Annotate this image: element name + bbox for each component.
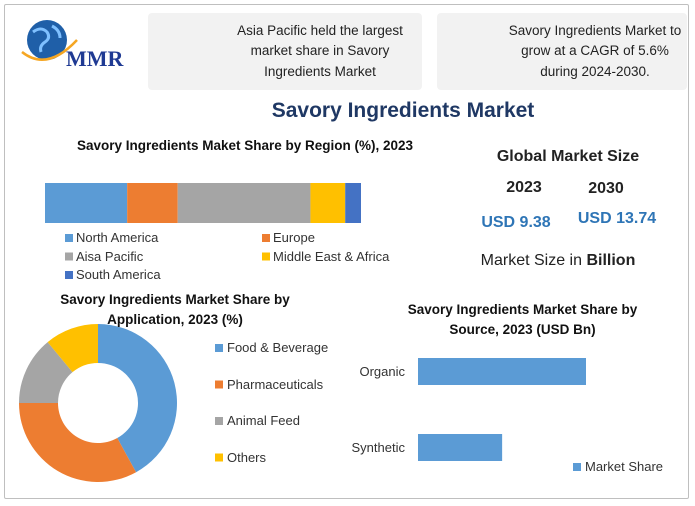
legend-swatch [65,234,73,242]
market-value: USD 9.38 [481,214,551,231]
year: 2023 [506,179,542,196]
bar-segment [127,183,178,223]
callout-text: Savory Ingredients Market to grow at a C… [508,23,682,79]
main-title: Savory Ingredients Market [271,99,535,122]
legend-label: Food & Beverage [227,340,329,355]
legend-swatch [65,271,73,279]
legend-swatch [215,453,223,462]
y-tick-label: Synthetic [351,439,405,455]
pie-slice [47,324,98,373]
legend-label: Animal Feed [227,413,300,428]
frame [4,4,689,499]
pie-slice [98,324,178,473]
legend-swatch [215,417,223,425]
legend-label: North America [76,230,159,245]
callout-box [437,13,687,90]
logo-text: MMR [66,46,125,71]
legend-label: Middle East & Africa [273,248,390,264]
chart-title: Savory Ingredients Maket Share by Region… [76,138,414,153]
note-text: Market Size in [480,252,583,269]
legend-swatch [262,252,270,261]
chart-title: Savory Ingredients Market Share by Appli… [60,292,290,327]
pie-slice [19,403,137,483]
market-size-note: Market Size in Billion [448,250,668,272]
bar [418,358,586,385]
legend-swatch [215,344,223,352]
legend-label: Europe [273,230,315,245]
pie-slice [19,342,73,403]
callout-box [148,13,422,90]
bar-segment [177,183,311,223]
year: 2030 [588,180,624,197]
legend-label: Market Share [585,459,664,474]
legend-swatch [573,463,581,471]
logo-globe [21,20,78,61]
market-size-title: Global Market Size [496,148,640,165]
legend-label: Pharmaceuticals [227,376,324,392]
bar [418,434,503,461]
y-tick-label: Organic [359,363,405,379]
legend-label: South America [76,267,161,282]
legend-swatch [65,252,73,261]
callout-text: Asia Pacific held the largest market sha… [237,23,403,79]
legend-swatch [215,380,223,389]
legend-label: Aisa Pacific [76,248,144,264]
bar-segment [45,183,128,223]
note-unit: Billion [586,252,636,269]
bar-segment [345,183,361,223]
legend-swatch [262,234,270,242]
legend-label: Others [227,449,267,465]
chart-title: Savory Ingredients Market Share by Sourc… [407,302,638,337]
market-value: USD 13.74 [577,210,657,227]
bar-segment [310,183,346,223]
